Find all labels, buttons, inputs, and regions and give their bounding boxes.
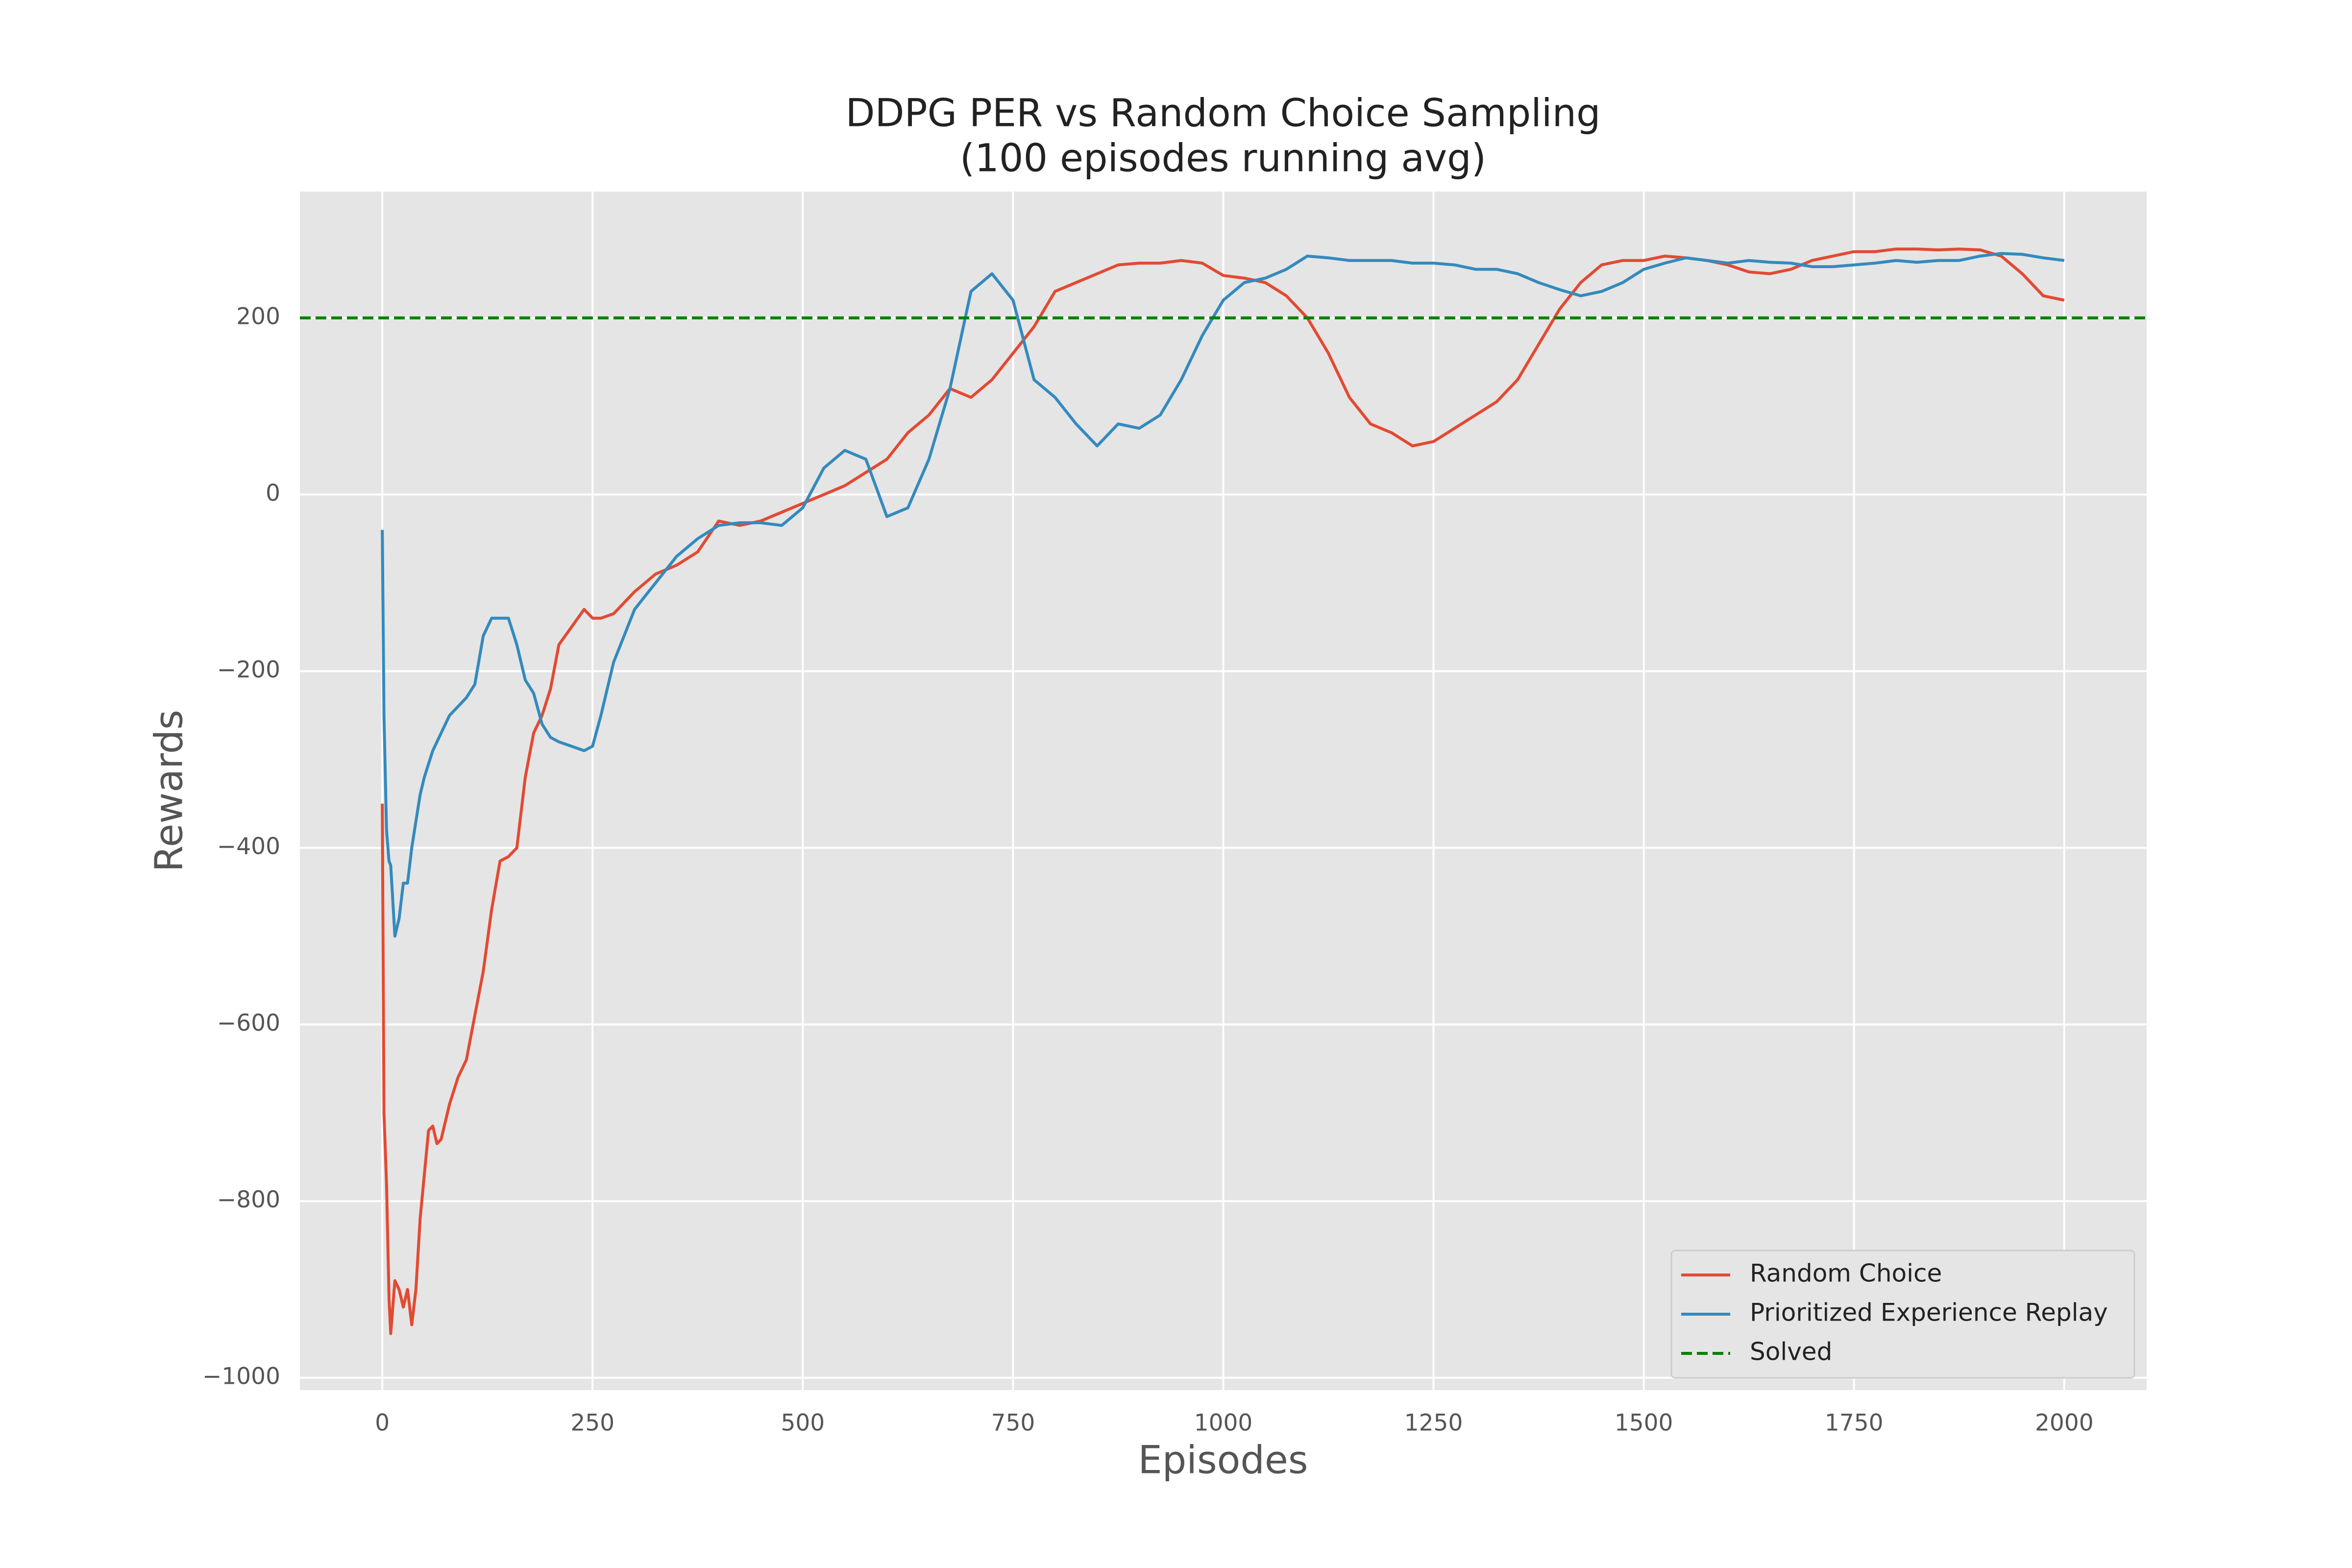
x-tick-label: 750 xyxy=(991,1410,1035,1437)
x-tick-label: 1250 xyxy=(1404,1410,1463,1437)
legend-label: Random Choice xyxy=(1750,1259,1942,1288)
chart-subtitle: (100 episodes running avg) xyxy=(960,136,1486,180)
x-tick-label: 1750 xyxy=(1825,1410,1884,1437)
legend-box xyxy=(1670,1250,2135,1379)
x-tick-label: 1000 xyxy=(1194,1410,1253,1437)
x-tick-label: 500 xyxy=(781,1410,825,1437)
chart-title: DDPG PER vs Random Choice Sampling xyxy=(845,91,1600,135)
x-tick-label: 0 xyxy=(375,1410,390,1437)
y-tick-label: 0 xyxy=(266,480,280,507)
y-tick-label: −600 xyxy=(217,1009,280,1036)
x-tick-label: 1500 xyxy=(1615,1410,1673,1437)
x-tick-label: 2000 xyxy=(2035,1410,2094,1437)
y-axis-label: Rewards xyxy=(147,710,191,872)
x-axis-label: Episodes xyxy=(1138,1438,1308,1482)
legend-label: Solved xyxy=(1750,1338,1832,1366)
y-tick-label: −1000 xyxy=(202,1363,280,1390)
legend-label: Prioritized Experience Replay xyxy=(1750,1298,2108,1327)
y-tick-label: 200 xyxy=(236,303,280,330)
x-tick-label: 250 xyxy=(570,1410,614,1437)
y-tick-label: −200 xyxy=(217,656,280,683)
y-tick-label: −800 xyxy=(217,1186,280,1213)
line-series xyxy=(381,252,2065,938)
y-tick-label: −400 xyxy=(217,833,280,860)
